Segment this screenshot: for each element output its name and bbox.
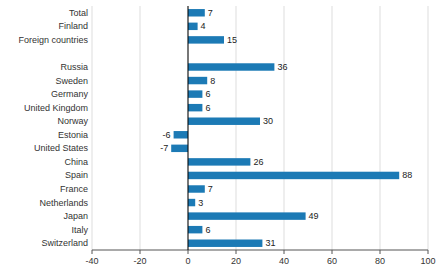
- x-tick: [92, 250, 93, 254]
- bar: [188, 226, 202, 233]
- y-axis: Total Finland Foreign countries Russia Swede…: [18, 8, 88, 248]
- category-label: Netherlands: [39, 198, 88, 208]
- bar: [188, 185, 205, 192]
- x-tick: [284, 250, 285, 254]
- bar: [188, 104, 202, 111]
- data-label: 8: [210, 76, 215, 86]
- data-labels: 74153686630-6-726887349631: [160, 8, 412, 248]
- bar: [188, 239, 262, 246]
- category-label: Japan: [63, 211, 88, 221]
- data-label: 31: [265, 238, 275, 248]
- bar: [188, 90, 202, 97]
- data-label: 49: [309, 211, 319, 221]
- x-tick: [188, 250, 189, 254]
- grid-line: [92, 6, 93, 250]
- data-label: 15: [227, 35, 237, 45]
- category-label: Russia: [60, 62, 88, 72]
- x-tick-label: -40: [85, 256, 98, 266]
- category-label: Germany: [51, 89, 89, 99]
- category-label: Total: [69, 8, 88, 18]
- bars: [171, 9, 399, 247]
- category-label: Finland: [58, 21, 88, 31]
- data-label: 26: [253, 157, 263, 167]
- data-label: -6: [163, 130, 171, 140]
- x-axis-line: [92, 250, 428, 251]
- bar: [171, 145, 188, 152]
- x-tick: [236, 250, 237, 254]
- x-tick: [140, 250, 141, 254]
- data-label: 7: [208, 8, 213, 18]
- chart: -40 -20 0 20 40 60 80 100 Total Finland Foreign co…: [0, 0, 442, 272]
- category-label: France: [60, 184, 88, 194]
- bar: [188, 199, 195, 206]
- x-tick-label: 40: [279, 256, 289, 266]
- x-tick: [332, 250, 333, 254]
- x-tick-label: -20: [133, 256, 146, 266]
- x-tick: [380, 250, 381, 254]
- x-tick-label: 0: [185, 256, 190, 266]
- grid-line: [380, 6, 381, 250]
- category-label: Switzerland: [41, 238, 88, 248]
- category-label: United Kingdom: [24, 103, 88, 113]
- category-label: Estonia: [58, 130, 88, 140]
- bar: [188, 212, 306, 219]
- data-label: 6: [205, 103, 210, 113]
- chart-container: -40 -20 0 20 40 60 80 100 Total Finland Foreign co…: [0, 0, 442, 272]
- bar: [188, 158, 250, 165]
- bar: [188, 23, 198, 30]
- category-label: Italy: [71, 225, 88, 235]
- bar: [188, 36, 224, 43]
- x-tick-label: 100: [420, 256, 435, 266]
- grid-line: [428, 6, 429, 250]
- zero-line: [188, 6, 189, 250]
- x-tick-label: 80: [375, 256, 385, 266]
- data-label: 7: [208, 184, 213, 194]
- bar: [188, 117, 260, 124]
- category-label: Sweden: [55, 76, 88, 86]
- bar: [188, 63, 274, 70]
- data-label: 88: [402, 170, 412, 180]
- x-tick-label: 20: [231, 256, 241, 266]
- data-label: 3: [198, 198, 203, 208]
- data-label: 36: [277, 62, 287, 72]
- category-label: China: [64, 157, 88, 167]
- bar: [188, 9, 205, 16]
- category-label: Spain: [65, 170, 88, 180]
- x-tick: [428, 250, 429, 254]
- bar: [188, 77, 207, 84]
- grid: [92, 6, 428, 250]
- data-label: 6: [205, 89, 210, 99]
- bar: [174, 131, 188, 138]
- grid-line: [140, 6, 141, 250]
- bar: [188, 172, 399, 179]
- data-label: 4: [201, 21, 206, 31]
- data-label: 30: [263, 116, 273, 126]
- category-label: Norway: [57, 116, 88, 126]
- x-tick-label: 60: [327, 256, 337, 266]
- category-label: United States: [34, 143, 89, 153]
- grid-line: [188, 6, 189, 250]
- grid-line: [332, 6, 333, 250]
- x-axis: -40 -20 0 20 40 60 80 100: [85, 250, 435, 266]
- category-label: Foreign countries: [18, 35, 88, 45]
- data-label: -7: [160, 143, 168, 153]
- data-label: 6: [205, 225, 210, 235]
